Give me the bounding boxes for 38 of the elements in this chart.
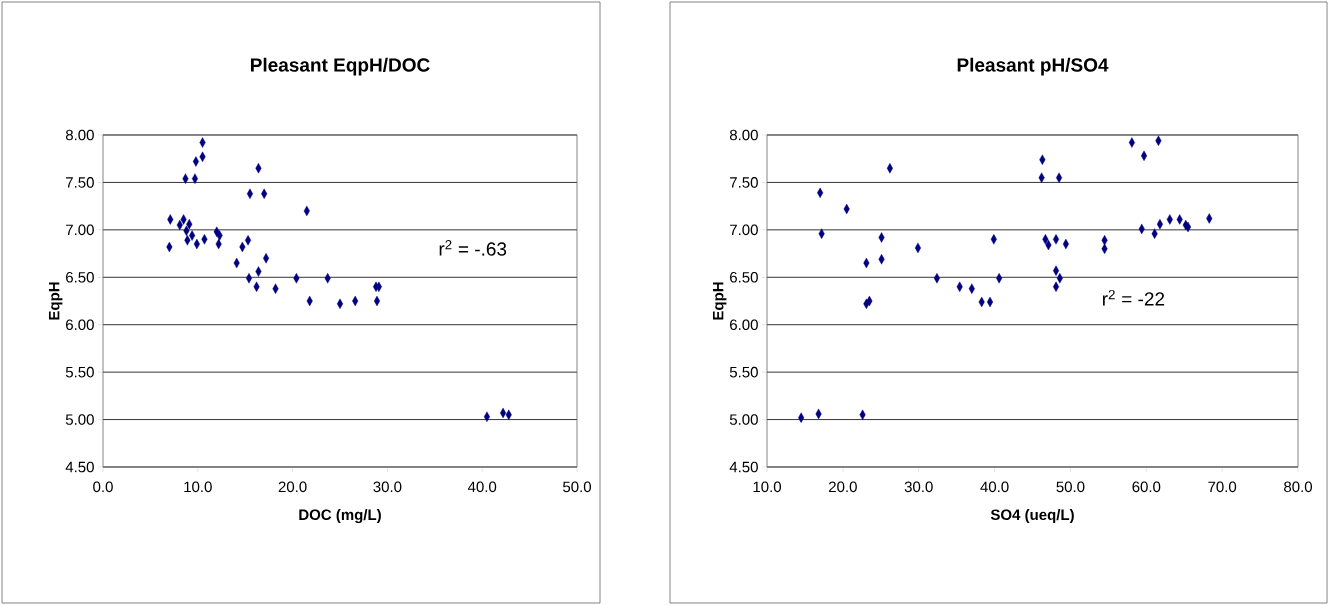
x-tick-label: 40.0 — [980, 481, 1009, 493]
y-tick-label: 7.00 — [66, 224, 94, 236]
annotation: r$^{2}$ = -22 — [1102, 289, 1165, 306]
x-tick-label: 40.0 — [467, 481, 497, 493]
x-tick-label: 50.0 — [563, 481, 592, 493]
y-tick-label: 5.50 — [729, 366, 758, 378]
y-tick-label: 7.50 — [730, 177, 758, 188]
x-tick-label: 10.0 — [753, 481, 782, 493]
y-tick-label: 6.50 — [730, 271, 758, 283]
chart-title: Pleasant EqpH/DOC — [251, 57, 430, 76]
x-tick-label: 50.0 — [1056, 481, 1085, 493]
y-tick-label: 5.00 — [729, 414, 758, 425]
y-tick-label: 5.50 — [65, 366, 94, 378]
y-tick-label: 6.50 — [66, 271, 94, 283]
x-axis-title: DOC (mg/L) — [299, 509, 381, 524]
x-axis-title: SO4 (ueq/L) — [990, 509, 1074, 523]
y-tick-label: 8.00 — [65, 129, 94, 141]
annotation: r$^{2}$ = -.63 — [439, 240, 507, 256]
x-tick-label: 70.0 — [1208, 481, 1237, 493]
x-tick-label: 60.0 — [1132, 481, 1161, 493]
x-tick-label: 30.0 — [373, 481, 402, 493]
y-tick-label: 6.00 — [66, 319, 94, 331]
x-tick-label: 20.0 — [829, 481, 857, 493]
y-tick-label: 6.00 — [730, 319, 758, 331]
y-tick-label: 4.50 — [65, 461, 94, 473]
x-tick-label: 80.0 — [1284, 481, 1313, 493]
chart-title: Pleasant pH/SO4 — [957, 57, 1109, 76]
y-tick-label: 5.00 — [65, 414, 94, 425]
x-tick-label: 10.0 — [184, 481, 212, 493]
y-tick-label: 7.50 — [66, 177, 94, 188]
y-tick-label: 4.50 — [729, 461, 758, 473]
y-axis-title: EqpH — [712, 282, 727, 320]
y-tick-label: 7.00 — [730, 224, 758, 236]
y-axis-title: EqpH — [48, 282, 63, 320]
x-tick-label: 30.0 — [904, 481, 933, 493]
x-tick-label: 0.0 — [93, 481, 113, 493]
x-tick-label: 20.0 — [278, 481, 307, 493]
y-tick-label: 8.00 — [729, 129, 758, 141]
